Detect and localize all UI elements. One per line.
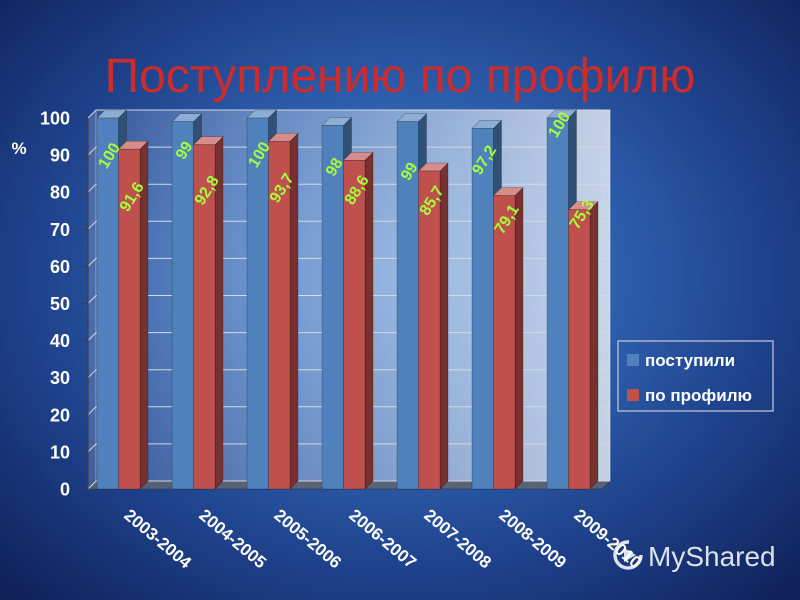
y-tick-label: 70 — [50, 220, 70, 240]
bar-front-face — [171, 121, 194, 490]
data-label: 99 — [173, 139, 197, 163]
bar-front-face — [246, 117, 269, 490]
bar-side-face — [439, 162, 449, 490]
bar-group-2003-2004 — [96, 109, 149, 490]
bar-side-face — [589, 200, 599, 490]
y-tick-label: 50 — [50, 294, 70, 314]
bar-group-2008-2009 — [471, 119, 524, 490]
bar-group-2007-2008 — [396, 112, 449, 490]
x-tick-label: 2007-2008 — [420, 506, 495, 573]
bar-front-face — [418, 170, 441, 490]
bar-series-2-2009-2010 — [567, 200, 599, 490]
x-tick-label: 2005-2006 — [270, 506, 345, 573]
bar-front-face — [493, 195, 516, 490]
bar-group-2004-2005 — [171, 112, 224, 490]
bar-front-face — [568, 209, 591, 490]
y-tick-label: 0 — [60, 480, 70, 500]
y-tick-label: 20 — [50, 405, 70, 425]
x-tick-label: 2006-2007 — [345, 506, 420, 573]
y-tick-label: 80 — [50, 183, 70, 203]
legend-box — [617, 340, 774, 412]
watermark: MyShared — [613, 540, 776, 572]
bar-series-2-2007-2008 — [417, 162, 449, 490]
bar-front-face — [321, 125, 344, 490]
gridline — [87, 146, 610, 156]
bar-group-2009-2010 — [546, 109, 599, 490]
x-tick-label: 2003-2004 — [120, 506, 195, 573]
watermark-text: MyShared — [648, 541, 776, 572]
gridline — [87, 109, 610, 119]
y-tick-label: 40 — [50, 331, 70, 351]
bar-front-face — [268, 141, 291, 490]
y-tick-label: 30 — [50, 368, 70, 388]
bar-series-2-2004-2005 — [192, 135, 224, 490]
bar-front-face — [546, 117, 569, 490]
x-tick-label: 2008-2009 — [495, 506, 570, 573]
y-tick-label: 100 — [40, 109, 70, 129]
legend-swatch-series-1 — [627, 354, 639, 366]
bar-front-face — [343, 159, 366, 490]
logo-ring — [613, 540, 643, 570]
bars — [96, 109, 599, 490]
bar-side-face — [514, 186, 524, 490]
bar-front-face — [471, 128, 494, 490]
bar-front-face — [96, 117, 119, 490]
legend-label-series-2: по профилю — [645, 386, 752, 405]
bar-side-face — [364, 151, 374, 490]
slide-title: Поступлению по профилю — [105, 50, 696, 103]
bar-series-2-2006-2007 — [342, 151, 374, 490]
bar-front-face — [118, 148, 141, 490]
bar-group-2006-2007 — [321, 116, 374, 490]
legend-swatch-series-2 — [627, 389, 639, 401]
legend-label-series-1: поступили — [645, 351, 735, 370]
data-label: 98 — [323, 155, 347, 179]
y-tick-label: 60 — [50, 257, 70, 277]
logo-arrow — [624, 548, 636, 562]
bar-series-2-2005-2006 — [267, 132, 299, 490]
bar-group-2005-2006 — [246, 109, 299, 490]
y-axis-label: % — [11, 139, 26, 158]
x-tick-label: 2009-2010 — [570, 506, 645, 573]
bar-series-2-2008-2009 — [492, 186, 524, 490]
y-tick-label: 10 — [50, 442, 70, 462]
myshared-logo-icon — [613, 540, 643, 570]
bar-series-2-2003-2004 — [117, 140, 149, 490]
y-tick-label: 90 — [50, 146, 70, 166]
x-tick-label: 2004-2005 — [195, 506, 270, 573]
bar-front-face — [193, 144, 216, 490]
data-label: 99 — [398, 160, 422, 184]
legend: поступили по профилю — [617, 340, 774, 412]
x-axis-labels: 2003-2004 2004-2005 2005-2006 2006-2007 2007… — [120, 506, 645, 573]
